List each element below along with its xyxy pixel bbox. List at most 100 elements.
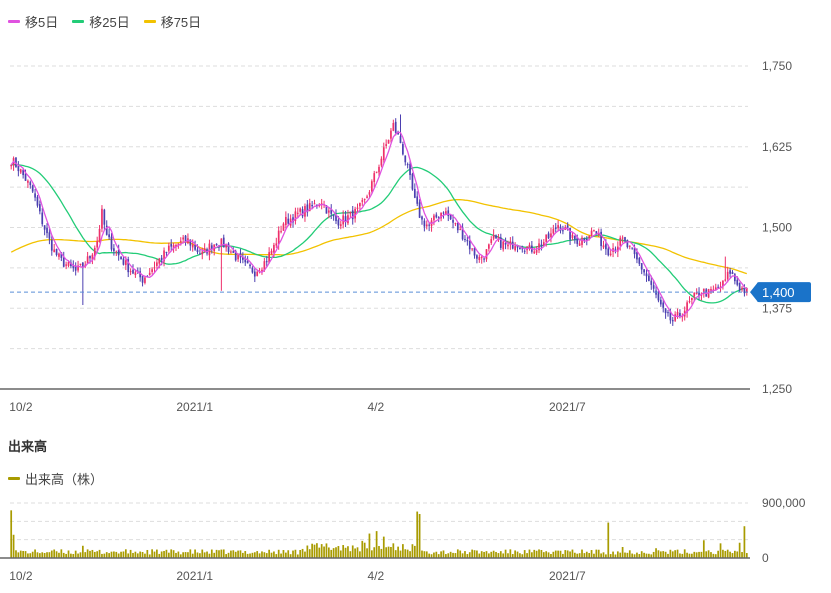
candle-body bbox=[464, 239, 466, 241]
volume-bar bbox=[354, 548, 356, 558]
candle-body bbox=[433, 215, 435, 221]
candle-body bbox=[62, 257, 65, 267]
volume-bar bbox=[253, 552, 256, 558]
volume-bar bbox=[335, 547, 337, 558]
volume-x-tick-label: 4/2 bbox=[367, 569, 384, 583]
volume-bar bbox=[323, 546, 325, 558]
candle-body bbox=[576, 237, 579, 244]
price-axis: 1,750 1,625 1,500 1,375 1,250 10/2 2021/1 4/2 20… bbox=[0, 59, 811, 414]
legend-item-volume[interactable]: 出来高（株） bbox=[8, 469, 103, 488]
volume-bar bbox=[265, 553, 268, 558]
candle-body bbox=[79, 263, 82, 266]
volume-bar bbox=[676, 549, 679, 558]
volume-bar bbox=[327, 547, 330, 558]
candle-body bbox=[552, 228, 555, 234]
volume-bar bbox=[222, 549, 225, 558]
candle-body bbox=[373, 173, 376, 183]
volume-bar bbox=[232, 550, 235, 558]
candle-body bbox=[724, 279, 727, 281]
y-tick-label: 1,625 bbox=[762, 140, 792, 154]
volume-bar bbox=[246, 553, 249, 558]
x-tick-label: 4/2 bbox=[367, 400, 384, 414]
volume-bar bbox=[516, 551, 519, 558]
volume-bar bbox=[542, 552, 545, 558]
candle-body bbox=[499, 237, 502, 248]
candle-body bbox=[179, 240, 182, 242]
volume-bar bbox=[430, 554, 433, 558]
candle-body bbox=[509, 241, 512, 245]
volume-bar bbox=[418, 514, 421, 558]
volume-bar bbox=[196, 552, 199, 558]
volume-bar bbox=[27, 553, 29, 558]
candle-body bbox=[729, 270, 731, 274]
volume-bar bbox=[332, 548, 335, 558]
candle-body bbox=[354, 208, 356, 219]
volume-bar bbox=[277, 549, 280, 558]
volume-bar bbox=[648, 553, 650, 558]
volume-bar bbox=[347, 546, 349, 558]
volume-bar bbox=[605, 554, 607, 558]
legend-label-ma75: 移75日 bbox=[160, 15, 202, 30]
candle-body bbox=[569, 227, 571, 240]
volume-bar bbox=[628, 550, 631, 558]
volume-bar bbox=[519, 553, 521, 558]
volume-bar bbox=[497, 553, 500, 558]
candle-body bbox=[626, 239, 629, 248]
volume-bar bbox=[304, 551, 306, 558]
candle-body bbox=[105, 225, 108, 235]
candle-body bbox=[91, 254, 94, 260]
candle-body bbox=[519, 247, 521, 249]
legend-item-ma75[interactable]: 移75日 bbox=[143, 12, 202, 31]
candle-body bbox=[232, 251, 235, 253]
candle-body bbox=[378, 166, 380, 173]
candle-body bbox=[418, 202, 421, 218]
candle-body bbox=[222, 237, 225, 248]
volume-bar bbox=[22, 550, 24, 558]
volume-bar bbox=[158, 553, 161, 558]
candle-body bbox=[648, 275, 650, 281]
volume-bar bbox=[571, 549, 574, 558]
candle-body bbox=[70, 262, 72, 267]
volume-bar bbox=[671, 551, 674, 558]
volume-bar bbox=[48, 552, 51, 558]
volume-bar bbox=[363, 542, 366, 558]
candle-body bbox=[471, 248, 474, 250]
legend-item-ma5[interactable]: 移5日 bbox=[8, 12, 58, 31]
candle-body bbox=[726, 271, 729, 279]
volume-bar bbox=[597, 549, 600, 558]
volume-bar bbox=[652, 551, 655, 558]
volume-bar bbox=[416, 511, 419, 558]
candle-body bbox=[581, 237, 583, 245]
candle-body bbox=[528, 244, 531, 248]
volume-bar bbox=[485, 551, 488, 558]
legend-item-ma25[interactable]: 移25日 bbox=[72, 12, 130, 31]
candle-body bbox=[550, 233, 552, 238]
candle-body bbox=[347, 215, 349, 224]
candle-body bbox=[554, 227, 557, 229]
volume-bar bbox=[172, 550, 175, 558]
volume-bar bbox=[714, 554, 717, 558]
candle-body bbox=[144, 277, 146, 283]
volume-bar bbox=[385, 547, 388, 558]
volume-bar bbox=[428, 553, 431, 558]
volume-bar bbox=[700, 551, 703, 558]
candle-body bbox=[351, 210, 354, 220]
volume-bar bbox=[492, 550, 495, 558]
volume-bar bbox=[201, 549, 204, 558]
candle-body bbox=[246, 261, 249, 264]
volume-bar bbox=[330, 549, 333, 558]
volume-bar bbox=[72, 553, 75, 558]
volume-bar bbox=[34, 549, 36, 558]
volume-bar bbox=[719, 543, 722, 558]
volume-bar bbox=[562, 553, 564, 558]
candle-body bbox=[688, 301, 691, 303]
volume-bar bbox=[631, 553, 634, 558]
volume-bar bbox=[184, 552, 187, 558]
volume-bar bbox=[683, 549, 686, 558]
candle-body bbox=[698, 292, 700, 296]
candle-body bbox=[127, 259, 130, 273]
volume-bar bbox=[311, 543, 313, 558]
candle-body bbox=[583, 238, 586, 241]
candle-body bbox=[273, 244, 275, 253]
candle-body bbox=[299, 208, 302, 212]
